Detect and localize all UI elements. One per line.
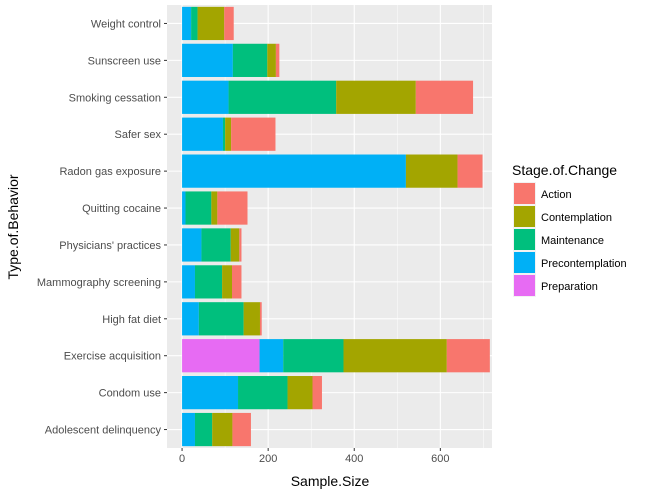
bar-adolescent-delinquency-contemplation — [212, 412, 233, 447]
bar-physicians-practices-maintenance — [201, 228, 231, 262]
x-tick-label: 400 — [345, 453, 363, 465]
bar-quitting-cocaine-maintenance — [185, 191, 212, 225]
y-tick-label: Sunscreen use — [88, 55, 161, 67]
legend-swatch-precontemplation — [514, 252, 535, 273]
bar-quitting-cocaine-precontemplation — [182, 191, 186, 225]
bar-condom-use-maintenance — [238, 376, 288, 410]
x-tick-label: 200 — [259, 453, 277, 465]
bar-smoking-cessation-precontemplation — [182, 80, 229, 114]
bar-sunscreen-use-action — [275, 43, 280, 77]
bar-weight-control-precontemplation — [182, 6, 192, 41]
bar-high-fat-diet-maintenance — [198, 302, 244, 336]
y-tick-label: Adolescent delinquency — [45, 425, 162, 437]
bar-radon-gas-exposure-precontemplation — [182, 154, 406, 188]
bar-condom-use-action — [312, 376, 322, 410]
y-tick-label: Smoking cessation — [69, 92, 161, 104]
y-tick-label: Weight control — [91, 18, 161, 30]
legend-label-precontemplation: Precontemplation — [541, 258, 627, 270]
bar-condom-use-precontemplation — [182, 376, 239, 410]
bar-safer-sex-contemplation — [225, 117, 232, 151]
axis-layer: Weight control Sunscreen use Smoking cessa… — [37, 18, 450, 465]
bar-high-fat-diet-action — [259, 302, 262, 336]
bar-smoking-cessation-action — [415, 80, 474, 114]
bar-safer-sex-action — [231, 117, 276, 151]
x-tick-label: 0 — [179, 453, 185, 465]
bar-adolescent-delinquency-action — [232, 412, 251, 447]
legend-swatch-preparation — [514, 275, 535, 296]
bar-sunscreen-use-maintenance — [232, 43, 268, 77]
bar-physicians-practices-precontemplation — [182, 228, 202, 262]
bar-condom-use-contemplation — [287, 376, 313, 410]
y-tick-label: High fat diet — [102, 314, 161, 326]
bar-layer — [182, 6, 490, 447]
legend-swatch-contemplation — [514, 206, 535, 227]
legend-swatch-maintenance — [514, 229, 535, 250]
bar-mammography-screening-maintenance — [194, 265, 223, 299]
bar-mammography-screening-precontemplation — [182, 265, 195, 299]
bar-smoking-cessation-contemplation — [336, 80, 416, 114]
bar-mammography-screening-action — [232, 265, 242, 299]
bar-quitting-cocaine-contemplation — [211, 191, 218, 225]
bar-sunscreen-use-contemplation — [267, 43, 276, 77]
bar-weight-control-maintenance — [191, 6, 198, 41]
bar-mammography-screening-contemplation — [222, 265, 232, 299]
bar-quitting-cocaine-action — [217, 191, 248, 225]
y-axis-title: Type.of.Behavior — [5, 174, 21, 279]
bar-safer-sex-maintenance — [222, 117, 226, 151]
bar-adolescent-delinquency-precontemplation — [182, 412, 195, 447]
bar-radon-gas-exposure-action — [457, 154, 483, 188]
bar-high-fat-diet-precontemplation — [182, 302, 199, 336]
bar-exercise-acquisition-maintenance — [283, 339, 344, 373]
bar-exercise-acquisition-contemplation — [343, 339, 447, 373]
bar-exercise-acquisition-preparation — [182, 339, 260, 373]
bar-exercise-acquisition-action — [446, 339, 490, 373]
bar-weight-control-contemplation — [197, 6, 225, 41]
y-tick-label: Quitting cocaine — [82, 203, 161, 215]
bar-smoking-cessation-maintenance — [228, 80, 337, 114]
legend-label-contemplation: Contemplation — [541, 212, 612, 224]
bar-weight-control-action — [224, 6, 234, 41]
bar-safer-sex-precontemplation — [182, 117, 223, 151]
y-tick-label: Exercise acquisition — [64, 351, 161, 363]
x-tick-label: 600 — [431, 453, 449, 465]
bar-exercise-acquisition-precontemplation — [259, 339, 284, 373]
legend-label-preparation: Preparation — [541, 281, 598, 293]
y-tick-label: Condom use — [99, 388, 161, 400]
y-tick-label: Physicians' practices — [59, 240, 161, 252]
y-tick-label: Radon gas exposure — [59, 166, 161, 178]
plot-panel — [167, 5, 492, 448]
bar-sunscreen-use-precontemplation — [182, 43, 233, 77]
legend: Stage.of.Change Action Contemplation Mainte… — [512, 162, 627, 297]
bar-high-fat-diet-contemplation — [243, 302, 260, 336]
y-tick-label: Mammography screening — [37, 277, 161, 289]
legend-title: Stage.of.Change — [512, 162, 617, 178]
legend-swatch-action — [514, 183, 535, 204]
legend-label-action: Action — [541, 189, 572, 201]
bar-adolescent-delinquency-maintenance — [194, 412, 213, 447]
y-tick-label: Safer sex — [115, 129, 162, 141]
bar-physicians-practices-contemplation — [230, 228, 240, 262]
x-axis-title: Sample.Size — [291, 473, 370, 489]
bar-radon-gas-exposure-contemplation — [405, 154, 458, 188]
legend-label-maintenance: Maintenance — [541, 235, 604, 247]
bar-physicians-practices-action — [239, 228, 242, 262]
